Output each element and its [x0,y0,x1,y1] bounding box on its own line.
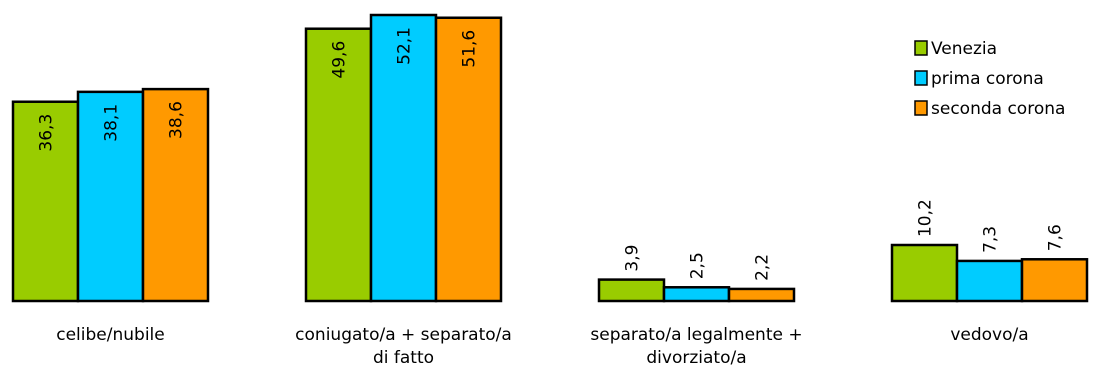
category-label-3: separato/a legalmente + divorziato/a [590,325,802,368]
category-label-4: vedovo/a [950,325,1028,345]
value-label-1-2: 49,6 [330,41,350,79]
bar-2-3 [662,286,731,303]
bar-3-2 [434,16,503,303]
legend-swatch-1 [914,40,928,56]
bar-1-4 [890,243,959,303]
value-label-2-1: 38,1 [102,104,122,142]
bar-2-1 [76,90,145,303]
bars-layer [11,13,1089,303]
category-label-1: celibe/nubile [56,325,164,345]
value-label-2-3: 2,5 [688,252,708,279]
legend-label-1: Venezia [931,39,997,59]
value-label-2-2: 52,1 [395,27,415,65]
bar-1-3 [597,278,666,303]
bar-3-1 [141,87,210,303]
category-labels-layer: celibe/nubile coniugato/a + separato/a di … [56,325,1028,368]
value-label-1-1: 36,3 [37,114,57,152]
bar-3-4 [1020,258,1089,303]
legend-label-2: prima corona [931,69,1044,89]
value-label-3-3: 2,2 [753,254,773,281]
bar-3-3 [727,287,796,303]
legend-swatch-2 [914,70,928,86]
value-label-3-4: 7,6 [1046,224,1066,251]
value-labels-layer: 36,3 38,1 38,6 49,6 52,1 51,6 3,9 2,5 2,2 10,2 7,3… [37,27,1066,281]
value-label-1-4: 10,2 [916,199,936,237]
value-label-2-4: 7,3 [981,226,1001,253]
legend-label-3: seconda corona [931,99,1065,119]
category-label-2: coniugato/a + separato/a di fatto [295,325,512,368]
value-label-3-2: 51,6 [460,30,480,68]
value-label-1-3: 3,9 [623,245,643,272]
bar-2-4 [955,259,1024,303]
legend-swatch-3 [914,100,928,116]
legend: Venezia prima corona seconda corona [914,39,1065,119]
bar-1-1 [11,100,80,303]
bar-2-2 [369,13,438,303]
value-label-3-1: 38,6 [167,101,187,139]
